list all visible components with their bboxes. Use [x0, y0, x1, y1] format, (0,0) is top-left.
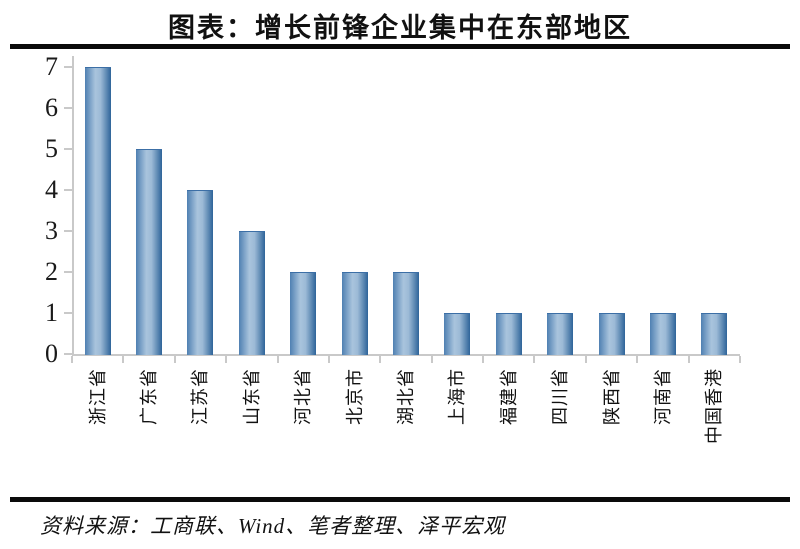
y-axis-line [72, 56, 74, 356]
bar [187, 190, 214, 355]
x-axis-tick-mark [584, 356, 587, 363]
bar [444, 313, 471, 355]
x-axis-line [72, 354, 740, 356]
x-axis-label-text: 福建省 [498, 368, 519, 425]
x-axis-tick-mark [739, 356, 741, 363]
y-axis-tick-label: 2 [45, 257, 58, 286]
bar [136, 149, 163, 355]
y-axis-tick-label: 5 [45, 134, 58, 163]
x-axis-label-text: 中国香港 [704, 368, 725, 444]
x-axis-label-text: 陕西省 [601, 368, 622, 425]
y-axis-tick-label: 4 [45, 175, 58, 204]
y-axis-tick-label: 3 [45, 216, 58, 245]
bar [701, 313, 728, 355]
x-axis-tick-mark [276, 356, 279, 363]
x-axis-tick-mark [71, 356, 73, 363]
x-axis-label-text: 山东省 [241, 368, 262, 425]
y-axis-tick-label: 7 [45, 52, 58, 81]
y-axis-tick-mark [64, 148, 72, 150]
bar [495, 313, 522, 355]
x-axis-tick-mark [687, 356, 690, 363]
x-axis-tick-mark [327, 356, 330, 363]
x-axis-label-text: 河南省 [652, 368, 673, 425]
y-axis-tick-label: 0 [45, 339, 58, 368]
y-axis-tick-mark [64, 230, 72, 232]
x-axis-tick-mark [482, 356, 485, 363]
y-axis-tick-mark [64, 353, 72, 355]
bar [649, 313, 676, 355]
x-axis-label-text: 广东省 [139, 368, 160, 425]
x-axis-tick-mark [225, 356, 228, 363]
x-axis-tick-mark [122, 356, 125, 363]
x-axis-tick-mark [430, 356, 433, 363]
y-axis-tick-mark [64, 189, 72, 191]
bar [547, 313, 574, 355]
source-note: 资料来源：工商联、Wind、笔者整理、泽平宏观 [40, 514, 506, 538]
x-axis-label-text: 四川省 [550, 368, 571, 425]
x-axis-label-text: 北京市 [344, 368, 365, 425]
y-axis-tick-mark [64, 271, 72, 273]
y-axis-tick-label: 6 [45, 93, 58, 122]
x-axis-label-text: 河北省 [293, 368, 314, 425]
y-axis-tick-mark [64, 66, 72, 68]
top-divider-rule [10, 44, 790, 49]
y-axis-tick-mark [64, 312, 72, 314]
x-axis-label-text: 湖北省 [396, 368, 416, 425]
bar [238, 231, 265, 355]
bar [341, 272, 368, 355]
bar [84, 67, 111, 355]
bar [393, 272, 419, 355]
y-axis-tick-mark [64, 107, 72, 109]
x-axis-label-text: 江苏省 [190, 368, 211, 425]
bar [598, 313, 625, 355]
bar [290, 272, 317, 355]
x-axis-tick-mark [379, 356, 382, 363]
x-axis-tick-mark [636, 356, 639, 363]
chart-title: 图表：增长前锋企业集中在东部地区 [168, 13, 632, 43]
y-axis-tick-label: 1 [45, 298, 58, 327]
x-axis-label-text: 上海市 [447, 368, 468, 425]
x-axis-tick-mark [173, 356, 176, 363]
plot-area: 0 1 2 3 4 5 6 7 浙江省 广东省 江苏省 山东省 河北省 北京市 湖北省 上海市 福建省 四川省 陕西… [45, 52, 741, 444]
x-axis-label-text: 浙江省 [87, 368, 108, 425]
x-axis-tick-mark [533, 356, 536, 363]
bottom-divider-rule [10, 497, 790, 502]
